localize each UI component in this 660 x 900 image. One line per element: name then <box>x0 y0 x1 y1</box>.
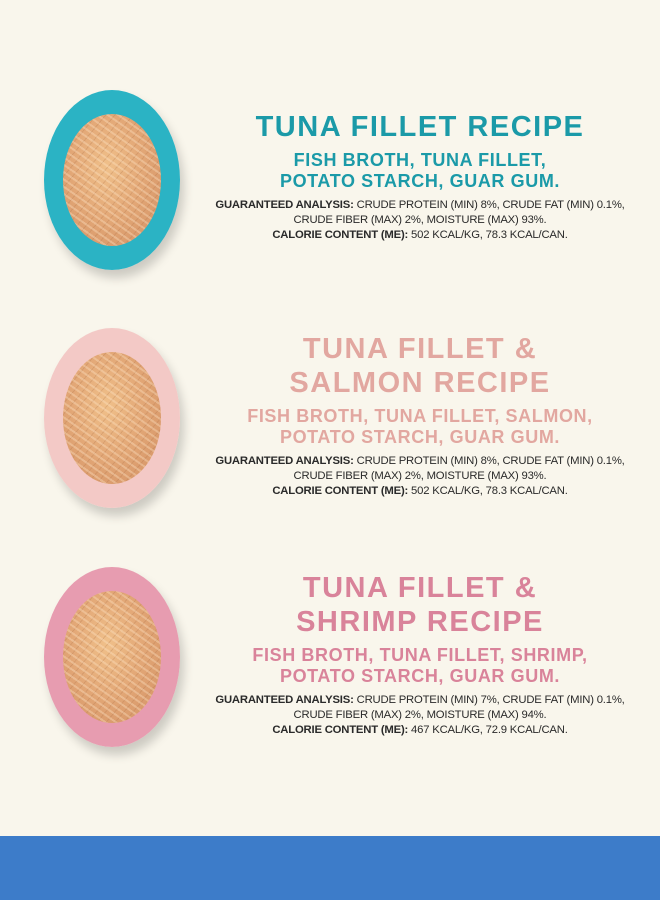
ingredients-line: FISH BROTH, TUNA FILLET, <box>293 150 547 170</box>
title-line: TUNA FILLET & <box>302 572 538 604</box>
title-line: TUNA FILLET & <box>302 333 538 365</box>
ingredients-line: FISH BROTH, TUNA FILLET, SALMON, <box>247 406 593 426</box>
calorie-value: 467 KCAL/KG, 72.9 KCAL/CAN. <box>411 724 568 736</box>
food <box>63 352 161 484</box>
food <box>63 114 161 246</box>
calorie-label: CALORIE CONTENT (ME): <box>272 724 409 736</box>
ingredients: FISH BROTH, TUNA FILLET, SALMON, POTATO … <box>200 406 640 448</box>
analysis-text: CRUDE PROTEIN (MIN) 8%, CRUDE FAT (MIN) … <box>356 455 625 467</box>
ingredients-line: FISH BROTH, TUNA FILLET, SHRIMP, <box>252 645 588 665</box>
calorie-label: CALORIE CONTENT (ME): <box>272 485 409 497</box>
analysis: GUARANTEED ANALYSIS: CRUDE PROTEIN (MIN)… <box>200 454 640 499</box>
ingredients-line: POTATO STARCH, GUAR GUM. <box>279 427 561 447</box>
recipe-title: TUNA FILLET & SHRIMP RECIPE <box>200 571 640 639</box>
food <box>63 591 161 723</box>
analysis-text: CRUDE PROTEIN (MIN) 8%, CRUDE FAT (MIN) … <box>356 199 625 211</box>
ingredients-line: POTATO STARCH, GUAR GUM. <box>279 171 561 191</box>
ingredients: FISH BROTH, TUNA FILLET, POTATO STARCH, … <box>200 150 640 192</box>
title-line: SHRIMP RECIPE <box>296 606 544 638</box>
analysis-label: GUARANTEED ANALYSIS: <box>215 455 354 467</box>
calorie-label: CALORIE CONTENT (ME): <box>272 229 409 241</box>
calorie-value: 502 KCAL/KG, 78.3 KCAL/CAN. <box>411 485 568 497</box>
recipe-tuna: TUNA FILLET RECIPE FISH BROTH, TUNA FILL… <box>200 110 640 243</box>
bowl-image-salmon <box>44 328 180 508</box>
calorie-value: 502 KCAL/KG, 78.3 KCAL/CAN. <box>411 229 568 241</box>
recipe-title: TUNA FILLET RECIPE <box>200 110 640 144</box>
recipe-shrimp: TUNA FILLET & SHRIMP RECIPE FISH BROTH, … <box>200 571 640 738</box>
ingredients-line: POTATO STARCH, GUAR GUM. <box>279 666 561 686</box>
analysis-label: GUARANTEED ANALYSIS: <box>215 199 354 211</box>
analysis-text: CRUDE FIBER (MAX) 2%, MOISTURE (MAX) 93%… <box>293 470 547 482</box>
analysis: GUARANTEED ANALYSIS: CRUDE PROTEIN (MIN)… <box>200 198 640 243</box>
ingredients: FISH BROTH, TUNA FILLET, SHRIMP, POTATO … <box>200 645 640 687</box>
recipe-salmon: TUNA FILLET & SALMON RECIPE FISH BROTH, … <box>200 332 640 499</box>
footer-band <box>0 836 660 900</box>
bowl-image-shrimp <box>44 567 180 747</box>
analysis-text: CRUDE FIBER (MAX) 2%, MOISTURE (MAX) 93%… <box>293 214 547 226</box>
analysis-text: CRUDE FIBER (MAX) 2%, MOISTURE (MAX) 94%… <box>293 709 547 721</box>
bowl-image-tuna <box>44 90 180 270</box>
title-line: SALMON RECIPE <box>289 367 551 399</box>
title-line: TUNA FILLET RECIPE <box>255 111 585 143</box>
analysis: GUARANTEED ANALYSIS: CRUDE PROTEIN (MIN)… <box>200 693 640 738</box>
analysis-text: CRUDE PROTEIN (MIN) 7%, CRUDE FAT (MIN) … <box>356 694 625 706</box>
analysis-label: GUARANTEED ANALYSIS: <box>215 694 354 706</box>
recipe-title: TUNA FILLET & SALMON RECIPE <box>200 332 640 400</box>
